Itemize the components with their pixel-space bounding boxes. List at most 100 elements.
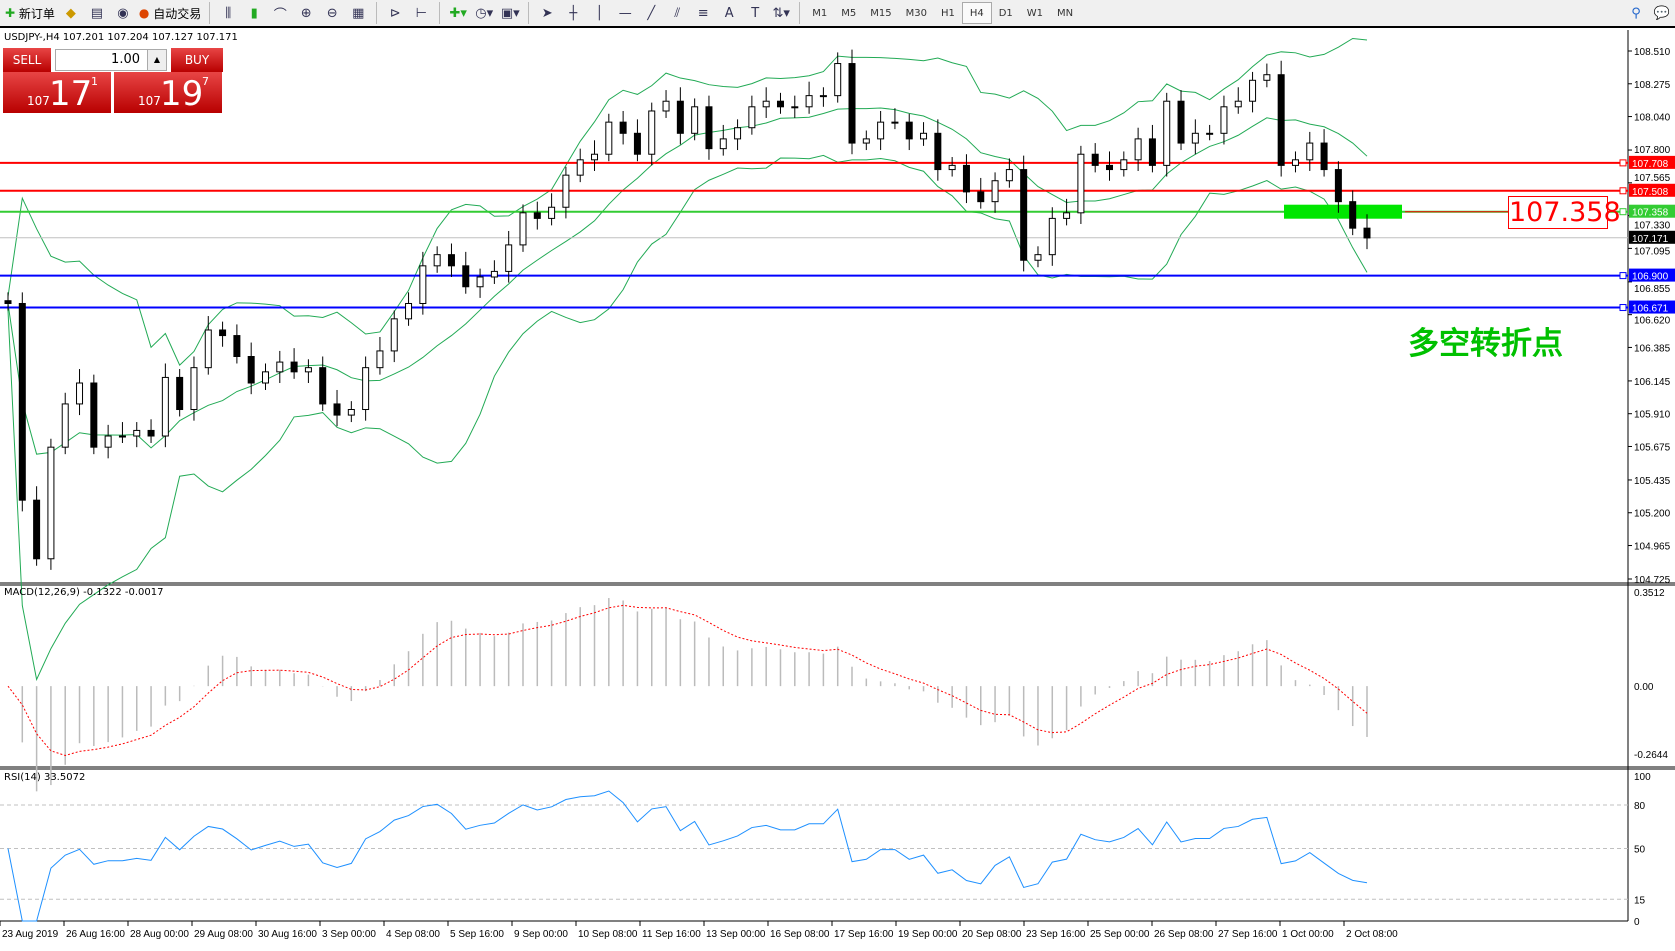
timeframe-h4[interactable]: H4 [961,2,992,24]
current-price-tag [1629,230,1675,244]
candle [261,371,269,384]
chart-title: USDJPY-,H4 107.201 107.204 107.127 107.1… [4,32,238,43]
sell-price-button[interactable]: 107 17 1 [3,72,111,114]
buy-price-button[interactable]: 107 19 7 [114,72,222,114]
candle [676,100,684,134]
candle [891,121,899,124]
candle [1306,142,1314,161]
periods-icon[interactable]: ◷▾ [475,5,494,21]
signals-icon[interactable]: ◉ [117,5,129,21]
candle [1020,169,1028,261]
price-tick-label: 105.200 [1634,509,1671,520]
timeframe-d1[interactable]: D1 [998,7,1013,19]
candle [1191,132,1199,144]
candle [304,367,312,373]
zoom-out-icon[interactable]: ⊖ [326,5,338,21]
timeframe-w1[interactable]: W1 [1026,7,1044,19]
toolbar-separator [376,2,378,24]
candlestick-icon[interactable]: ▮ [250,5,258,21]
reversal-point-text[interactable]: 多空转折点 [1408,326,1563,362]
candle [920,132,928,140]
level-price-label[interactable]: 107.358 [1508,196,1621,229]
chat-icon[interactable]: 💬 [1653,5,1671,21]
timeframe-m5[interactable]: M5 [841,7,857,19]
candle [877,121,885,140]
buy-price-prefix: 107 [138,94,161,108]
channel-icon[interactable]: ⫽ [674,5,681,21]
candle [18,302,26,501]
time-label: 30 Aug 16:00 [258,929,317,940]
candle [104,435,112,448]
macd-tick-label: -0.2644 [1634,750,1668,761]
candle [1277,74,1285,166]
templates-icon[interactable]: ▣▾ [500,5,520,21]
chart-area[interactable]: 108.510 108.275 108.040 107.800 107.565 107.3… [0,30,1675,951]
price-tick-label: 104.965 [1634,542,1671,553]
candle [1349,201,1357,229]
toolbar-separator [439,2,441,24]
chart-shift-icon[interactable]: ⊢ [415,5,427,21]
candle [619,121,627,134]
timeframe-m30[interactable]: M30 [905,7,927,19]
auto-scroll-icon[interactable]: ⊳ [389,5,401,21]
bollinger-middle [7,107,1368,455]
candle [362,367,370,411]
rsi-tick-label: 0 [1634,917,1640,928]
timeframe-mn[interactable]: MN [1057,7,1074,19]
cursor-icon[interactable]: ➤ [541,5,553,21]
line-handle [1619,187,1627,195]
market-watch-icon[interactable]: ◆ [65,5,76,21]
tile-windows-icon[interactable]: ▦ [352,5,365,21]
indicators-icon[interactable]: ✚▾ [449,5,467,21]
time-label: 26 Aug 16:00 [66,929,125,940]
buy-button[interactable]: BUY [171,48,223,72]
candle [762,100,770,108]
time-label: 1 Oct 00:00 [1282,929,1334,940]
sell-price-big: 17 [49,74,93,114]
trendline-icon[interactable]: ╱ [647,5,656,21]
time-label: 28 Aug 00:00 [130,929,189,940]
timeframe-h1[interactable]: H1 [940,7,955,19]
time-label: 5 Sep 16:00 [450,929,504,940]
time-label: 27 Sep 16:00 [1218,929,1278,940]
price-tick-label: 104.725 [1634,575,1671,586]
navigator-icon[interactable]: ▤ [90,5,104,21]
price-tick-label: 105.675 [1634,442,1671,453]
toolbar-separator [209,2,211,24]
crosshair-icon[interactable]: ┼ [569,5,578,21]
price-tick-label: 107.800 [1634,145,1671,156]
price-line-tag [1629,155,1675,169]
candle [848,63,856,144]
time-label: 3 Sep 00:00 [322,929,376,940]
arrows-icon[interactable]: ⇅▾ [772,5,790,21]
lot-size-input[interactable]: 1.00 [55,49,167,71]
candle [276,361,284,373]
new-order-button[interactable]: ✚ 新订单 [5,6,55,21]
zoom-in-icon[interactable]: ⊕ [300,5,312,21]
line-handle [1619,304,1627,312]
price-tick-label: 107.565 [1634,173,1671,184]
text-icon[interactable]: A [724,5,734,21]
auto-trading-button[interactable]: ● 自动交易 [138,6,202,21]
text-label-icon[interactable]: T [751,5,760,21]
lot-increase-button[interactable]: ▲ [147,49,167,71]
horizontal-line-icon[interactable]: — [618,5,632,21]
line-chart-icon[interactable]: ⌒ [273,7,287,23]
fibonacci-icon[interactable]: ≡ [697,5,709,21]
time-label: 16 Sep 08:00 [770,929,830,940]
timeframe-m1[interactable]: M1 [812,7,828,19]
vertical-line-icon[interactable]: │ [595,5,604,21]
time-label: 23 Aug 2019 [2,929,59,940]
bar-chart-icon[interactable]: ⫼ [225,5,232,21]
candle [905,121,913,140]
time-label: 11 Sep 16:00 [642,929,701,940]
time-label: 20 Sep 08:00 [962,929,1022,940]
candle [1177,100,1185,144]
timeframe-bar: M1 M5 M15 M30 H1 H4 D1 W1 MN [805,2,1080,24]
timeframe-m15[interactable]: M15 [870,7,892,19]
buy-price-sup: 7 [202,75,209,88]
price-line-tag [1629,268,1675,282]
search-icon[interactable]: ⚲ [1631,5,1641,21]
sell-button[interactable]: SELL [3,48,51,72]
rsi-tick-label: 50 [1634,845,1646,856]
